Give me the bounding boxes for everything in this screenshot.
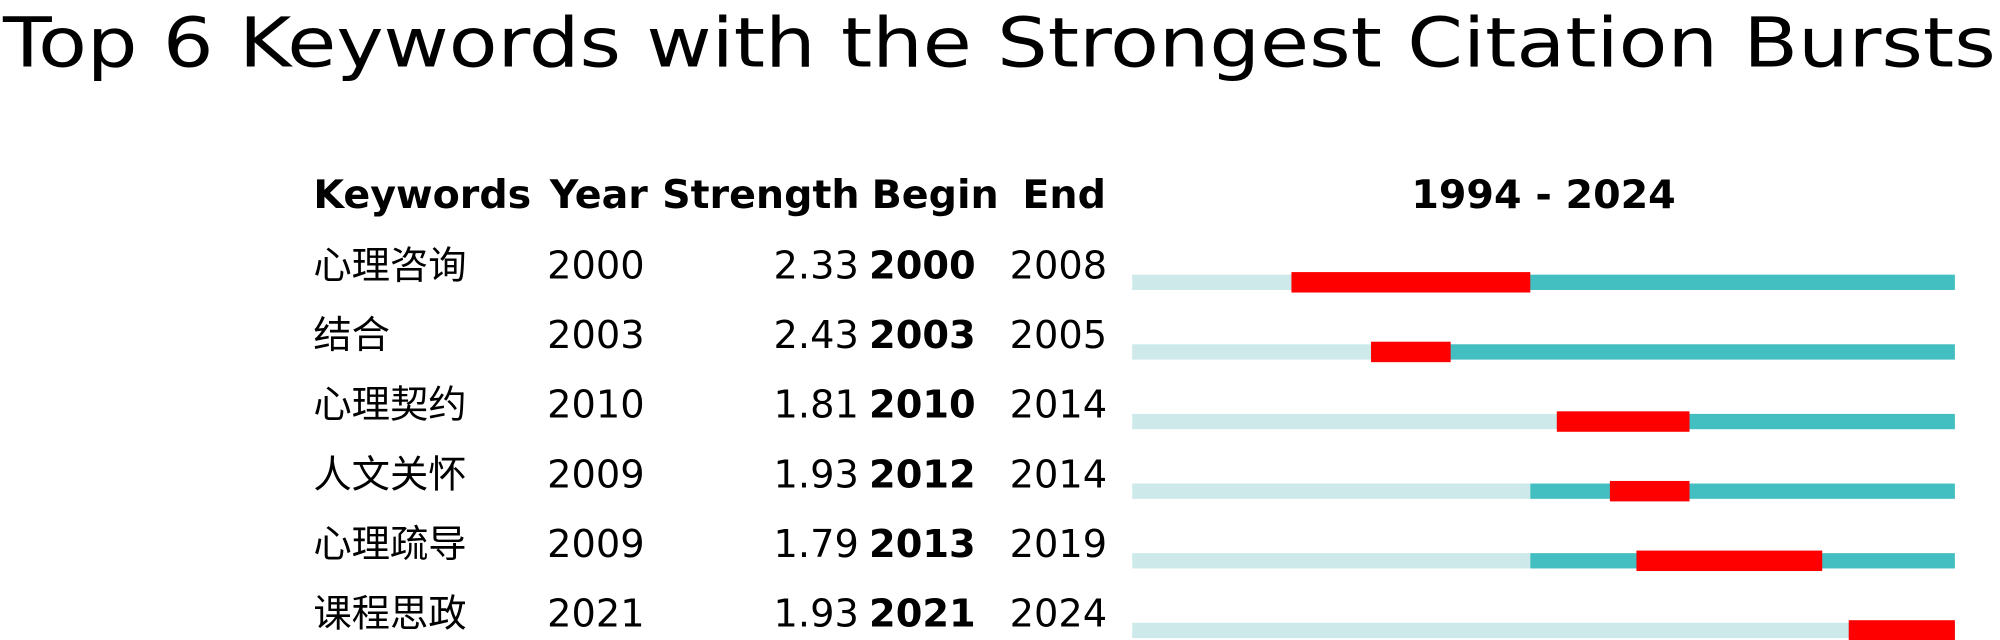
column-header: Year <box>549 172 649 218</box>
end-cell: 2019 <box>1010 522 1108 567</box>
year-cell: 2003 <box>547 313 645 358</box>
year-cell: 2009 <box>547 522 645 567</box>
begin-cell: 2013 <box>869 522 976 567</box>
burst-bar <box>1556 411 1690 432</box>
timeline-before <box>1132 413 1557 430</box>
end-cell: 2005 <box>1010 313 1108 358</box>
keyword-cell: 人文关怀 <box>313 452 466 497</box>
column-header: Keywords <box>313 172 531 218</box>
timeline-after <box>1530 483 1955 499</box>
chart-title: Top 6 Keywords with the Strongest Citati… <box>2 3 1996 83</box>
strength-cell: 2.33 <box>774 243 859 288</box>
column-header: Strength <box>662 172 859 218</box>
strength-cell: 1.93 <box>774 452 859 497</box>
year-cell: 2010 <box>547 383 645 428</box>
column-header: Begin <box>872 172 999 218</box>
strength-cell: 1.79 <box>774 522 859 567</box>
burst-bar <box>1609 480 1690 502</box>
year-cell: 2000 <box>547 243 645 288</box>
end-cell: 2014 <box>1010 383 1108 428</box>
range-label: 1994 - 2024 <box>1411 172 1675 218</box>
end-cell: 2024 <box>1010 592 1108 637</box>
strength-cell: 1.93 <box>774 592 859 637</box>
strength-cell: 2.43 <box>774 313 859 358</box>
end-cell: 2014 <box>1010 452 1108 497</box>
timeline-after <box>1371 344 1955 360</box>
begin-cell: 2021 <box>869 592 976 637</box>
begin-cell: 2003 <box>869 313 976 358</box>
timeline-before <box>1132 483 1531 499</box>
keyword-cell: 课程思政 <box>313 592 466 637</box>
year-cell: 2009 <box>547 452 645 497</box>
begin-cell: 2012 <box>869 452 976 497</box>
burst-bar <box>1291 272 1531 293</box>
timeline-before <box>1132 344 1372 360</box>
timeline-before <box>1132 274 1292 290</box>
end-cell: 2008 <box>1010 243 1108 288</box>
burst-bar <box>1636 550 1823 572</box>
keyword-cell: 心理咨询 <box>313 243 466 288</box>
strength-cell: 1.81 <box>774 383 859 428</box>
timeline-before <box>1132 622 1849 639</box>
year-cell: 2021 <box>547 592 645 637</box>
burst-bar <box>1371 341 1451 363</box>
burst-bar <box>1848 620 1955 640</box>
keyword-cell: 心理契约 <box>313 383 466 428</box>
keyword-cell: 结合 <box>313 313 390 358</box>
begin-cell: 2010 <box>869 383 976 428</box>
begin-cell: 2000 <box>869 243 976 288</box>
keyword-cell: 心理疏导 <box>313 522 466 567</box>
column-header: End <box>1022 172 1106 218</box>
timeline-before <box>1132 553 1531 569</box>
